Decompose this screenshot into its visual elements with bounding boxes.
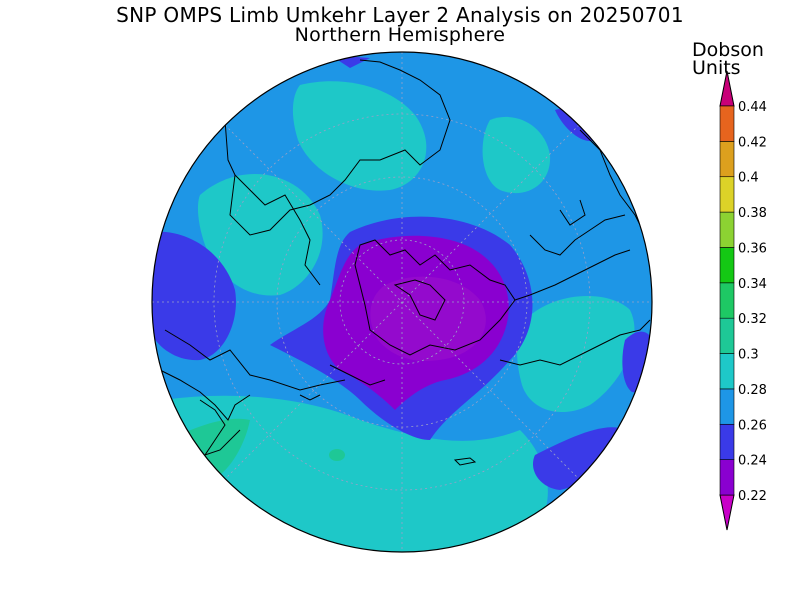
field-below-0.22-core — [370, 276, 486, 361]
colorbar-unit-line1: Dobson — [692, 39, 764, 61]
colorbar-tick-label: 0.28 — [738, 383, 767, 398]
colorbar-high-triangle — [719, 70, 735, 107]
colorbar-band — [719, 388, 735, 425]
colorbar-tick-label: 0.38 — [738, 206, 767, 221]
colorbar-band — [719, 282, 735, 319]
map-title: SNP OMPS Limb Umkehr Layer 2 Analysis on… — [116, 3, 684, 27]
colorbar-band — [719, 176, 735, 213]
colorbar-unit-line2: Units — [692, 57, 741, 79]
colorbar-band — [719, 211, 735, 248]
colorbar-tick-label: 0.22 — [738, 489, 767, 504]
colorbar-band — [719, 317, 735, 354]
colorbar-band — [719, 141, 735, 178]
field-0.28-0.30-regions — [152, 81, 635, 552]
colorbar-low-triangle — [719, 494, 735, 531]
colorbar-tick-label: 0.4 — [738, 171, 759, 186]
colorbar-band — [719, 247, 735, 284]
coastlines — [159, 59, 651, 466]
colorbar-tick-label: 0.36 — [738, 241, 767, 256]
map-subtitle: Northern Hemisphere — [294, 24, 506, 46]
colorbar-band — [719, 353, 735, 390]
colorbar-tick-label: 0.34 — [738, 277, 767, 292]
colorbar-band — [719, 105, 735, 142]
colorbar-tick-label: 0.26 — [738, 418, 767, 433]
colorbar-band — [719, 459, 735, 496]
colorbar-tick-label: 0.42 — [738, 135, 767, 150]
colorbar-band — [719, 423, 735, 460]
colorbar-tick-label: 0.44 — [738, 100, 767, 115]
colorbar-tick-label: 0.32 — [738, 312, 767, 327]
colorbar-tick-label: 0.3 — [738, 348, 759, 363]
map-boundary — [151, 51, 653, 553]
graticule — [152, 52, 652, 552]
colorbar-tick-label: 0.24 — [738, 454, 767, 469]
